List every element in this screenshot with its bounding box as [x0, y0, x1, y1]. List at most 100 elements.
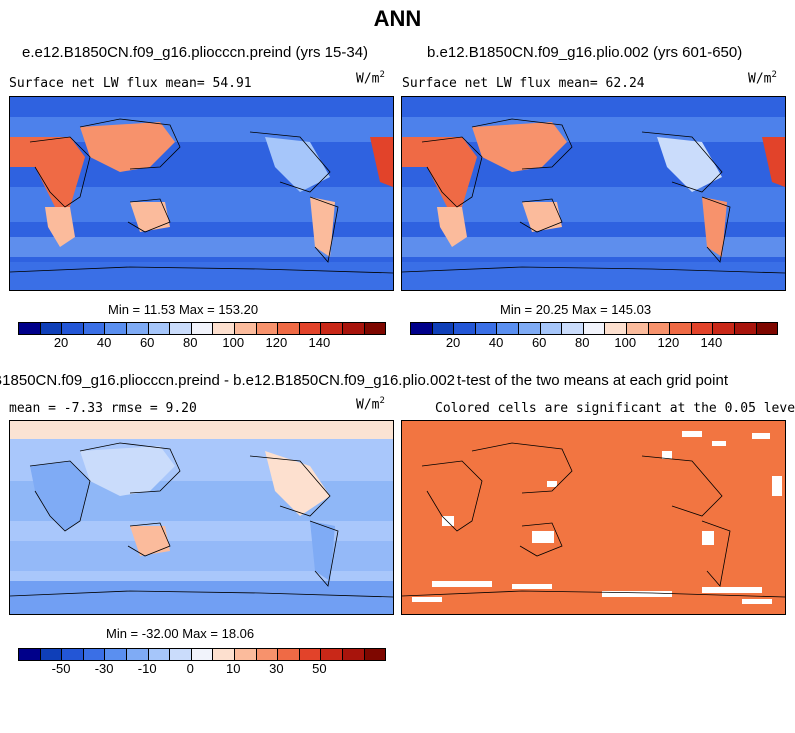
- colorbar-diff-ticks-label: -10: [137, 661, 157, 676]
- colorbar-abs-right-swatch: [648, 323, 671, 334]
- colorbar-abs-right-swatch: [670, 323, 692, 334]
- colorbar-diff-swatch: [170, 649, 192, 660]
- colorbar-abs-left-swatch: [234, 323, 257, 334]
- colorbar-diff-swatch: [105, 649, 127, 660]
- panel-3-map: [9, 420, 394, 615]
- panel-3-map-svg: [10, 421, 393, 614]
- colorbar-abs-left-swatch: [126, 323, 149, 334]
- colorbar-abs-left-swatch: [213, 323, 235, 334]
- colorbar-diff-swatch: [19, 649, 41, 660]
- colorbar-abs-left-swatch: [191, 323, 214, 334]
- colorbar-diff-swatch: [321, 649, 343, 660]
- colorbar-diff-swatch: [234, 649, 257, 660]
- colorbar-abs-left-swatch: [148, 323, 171, 334]
- colorbar-diff-ticks-label: 0: [186, 661, 194, 676]
- colorbar-diff-ticks: -50 -30 -10 0 10 30 50: [18, 661, 384, 677]
- panel-3-title: e.e12.B1850CN.f09_g16.pliocccn.preind - …: [0, 372, 455, 389]
- colorbar-abs-right-swatch: [756, 323, 778, 334]
- colorbar-abs-right: [410, 322, 778, 335]
- colorbar-abs-right-swatch: [626, 323, 649, 334]
- colorbar-abs-left-swatch: [321, 323, 343, 334]
- panel-2-units: W/m2: [748, 70, 777, 87]
- panel-2-map-svg: [402, 97, 785, 290]
- colorbar-abs-left-swatch: [40, 323, 63, 334]
- colorbar-abs-left-swatch: [170, 323, 192, 334]
- panel-1-units: W/m2: [356, 70, 385, 87]
- colorbar-abs-right-ticks-label: 120: [657, 335, 680, 350]
- colorbar-diff-ticks-label: 10: [226, 661, 241, 676]
- panel-4-title: t-test of the two means at each grid poi…: [457, 372, 728, 389]
- panel-2-minmax: Min = 20.25 Max = 145.03: [500, 302, 652, 317]
- colorbar-abs-right-swatch: [475, 323, 498, 334]
- colorbar-abs-left-swatch: [19, 323, 41, 334]
- colorbar-abs-right-swatch: [713, 323, 735, 334]
- colorbar-abs-right-swatch: [734, 323, 757, 334]
- colorbar-abs-left-swatch: [342, 323, 365, 334]
- panel-4-map-svg: [402, 421, 785, 614]
- panel-4-subtitle: Colored cells are significant at the 0.0…: [435, 401, 795, 416]
- colorbar-diff-swatch: [256, 649, 279, 660]
- colorbar-abs-left-ticks-label: 120: [265, 335, 288, 350]
- colorbar-abs-right-ticks-label: 20: [445, 335, 461, 350]
- colorbar-diff-ticks-label: -50: [51, 661, 71, 676]
- panel-2-map: [401, 96, 786, 291]
- panel-3-units: W/m2: [356, 396, 385, 413]
- colorbar-abs-right-swatch: [583, 323, 606, 334]
- colorbar-abs-left-ticks-label: 40: [96, 335, 112, 350]
- panel-3-minmax: Min = -32.00 Max = 18.06: [106, 626, 255, 641]
- colorbar-abs-right-swatch: [411, 323, 433, 334]
- colorbar-diff-swatch: [342, 649, 365, 660]
- colorbar-abs-right-swatch: [432, 323, 455, 334]
- colorbar-diff-swatch: [278, 649, 300, 660]
- colorbar-abs-right-swatch: [540, 323, 563, 334]
- colorbar-abs-right-ticks-label: 100: [614, 335, 637, 350]
- colorbar-abs-left-swatch: [62, 323, 84, 334]
- colorbar-abs-right-swatch: [454, 323, 476, 334]
- colorbar-abs-left-ticks-label: 60: [139, 335, 155, 350]
- colorbar-abs-left-ticks-label: 140: [308, 335, 331, 350]
- colorbar-abs-right-swatch: [497, 323, 519, 334]
- panel-3-title-clip: e.e12.B1850CN.f09_g16.pliocccn.preind - …: [0, 372, 455, 389]
- colorbar-diff-swatch: [213, 649, 235, 660]
- colorbar-abs-right-swatch: [562, 323, 584, 334]
- colorbar-abs-left: [18, 322, 386, 335]
- colorbar-diff: [18, 648, 386, 661]
- colorbar-abs-left-swatch: [256, 323, 279, 334]
- colorbar-diff-swatch: [62, 649, 84, 660]
- colorbar-diff-swatch: [191, 649, 214, 660]
- panel-1-title: e.e12.B1850CN.f09_g16.pliocccn.preind (y…: [22, 44, 369, 61]
- colorbar-abs-left-ticks: 20 40 60 80 100 120 140: [18, 335, 384, 351]
- colorbar-abs-right-ticks: 20 40 60 80 100 120 140: [410, 335, 776, 351]
- panel-1-minmax: Min = 11.53 Max = 153.20: [108, 302, 259, 317]
- colorbar-abs-left-swatch: [83, 323, 106, 334]
- colorbar-diff-swatch: [126, 649, 149, 660]
- colorbar-abs-left-swatch: [278, 323, 300, 334]
- colorbar-abs-left-swatch: [364, 323, 386, 334]
- panel-2-title: b.e12.B1850CN.f09_g16.plio.002 (yrs 601-…: [427, 44, 743, 61]
- colorbar-diff-swatch: [148, 649, 171, 660]
- colorbar-abs-right-ticks-label: 80: [575, 335, 590, 350]
- panel-4-map: [401, 420, 786, 615]
- colorbar-diff-swatch: [299, 649, 322, 660]
- colorbar-abs-left-swatch: [105, 323, 127, 334]
- colorbar-abs-left-swatch: [299, 323, 322, 334]
- colorbar-abs-right-ticks-label: 140: [700, 335, 723, 350]
- panel-1-subtitle: Surface net LW flux mean= 54.91: [9, 76, 252, 91]
- colorbar-abs-left-ticks-label: 100: [222, 335, 245, 350]
- colorbar-diff-swatch: [83, 649, 106, 660]
- panel-1-map: [9, 96, 394, 291]
- figure-title: ANN: [373, 6, 422, 31]
- colorbar-abs-right-ticks-label: 60: [531, 335, 547, 350]
- colorbar-diff-ticks-label: 50: [312, 661, 327, 676]
- colorbar-diff-ticks-label: 30: [269, 661, 284, 676]
- colorbar-abs-left-ticks-label: 20: [53, 335, 69, 350]
- colorbar-abs-right-swatch: [518, 323, 541, 334]
- panel-1-map-svg: [10, 97, 393, 290]
- colorbar-abs-right-swatch: [691, 323, 714, 334]
- colorbar-abs-left-ticks-label: 80: [183, 335, 198, 350]
- colorbar-abs-right-ticks-label: 40: [488, 335, 504, 350]
- colorbar-diff-ticks-label: -30: [94, 661, 114, 676]
- panel-3-subtitle: mean = -7.33 rmse = 9.20: [9, 401, 197, 416]
- colorbar-abs-right-swatch: [605, 323, 627, 334]
- colorbar-diff-swatch: [364, 649, 386, 660]
